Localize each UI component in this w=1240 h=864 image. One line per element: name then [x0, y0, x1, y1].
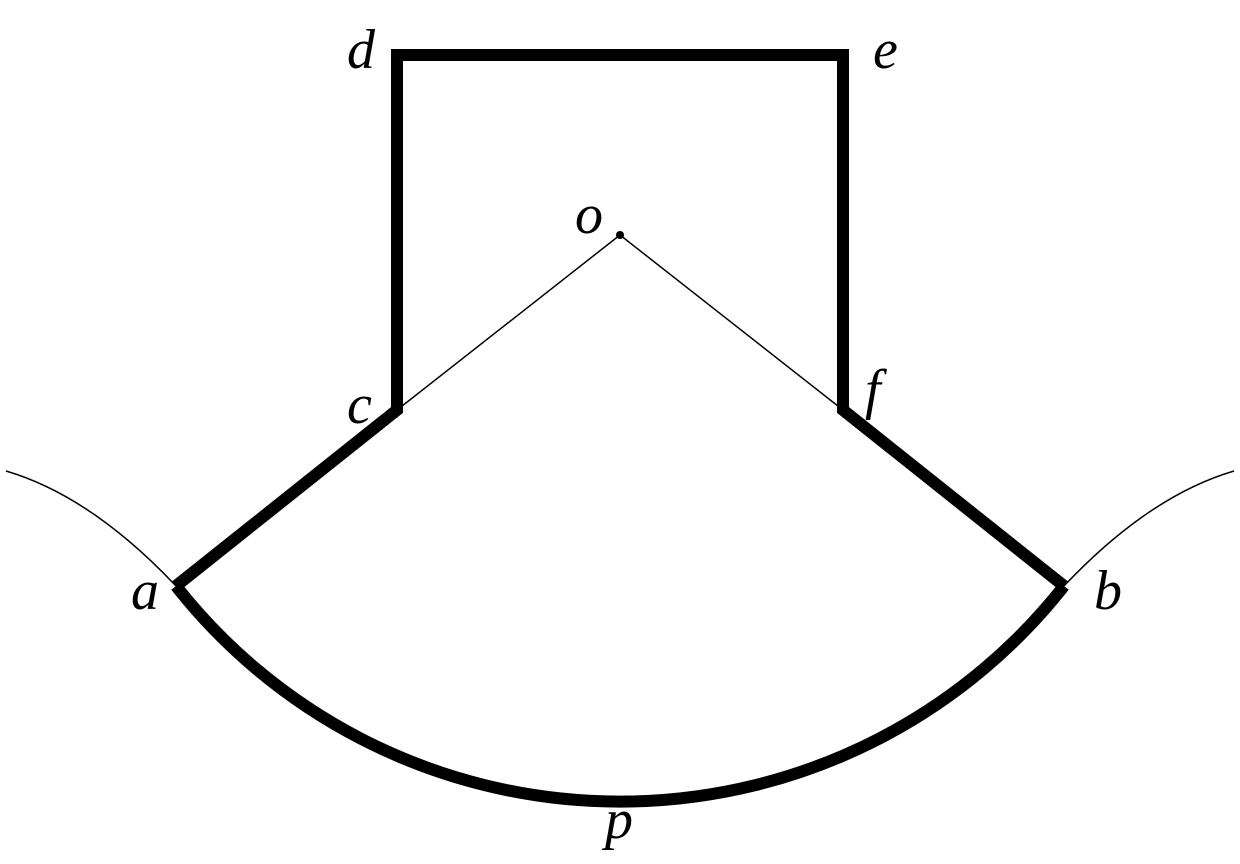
label-a: a	[131, 560, 159, 622]
label-d: d	[347, 19, 376, 81]
label-e: e	[873, 19, 898, 81]
tail-curve-right	[1064, 471, 1234, 586]
center-dot	[616, 231, 624, 239]
label-f: f	[865, 359, 888, 421]
label-b: b	[1094, 560, 1122, 622]
thin-line-o-f	[620, 235, 843, 410]
thin-line-o-c	[397, 235, 620, 410]
geometric-diagram: o a b c f d e p	[0, 0, 1240, 864]
label-p: p	[601, 789, 633, 851]
outline-polyline	[176, 55, 1064, 586]
label-c: c	[347, 374, 372, 436]
label-o: o	[575, 184, 603, 246]
arc-ab	[176, 586, 1064, 802]
